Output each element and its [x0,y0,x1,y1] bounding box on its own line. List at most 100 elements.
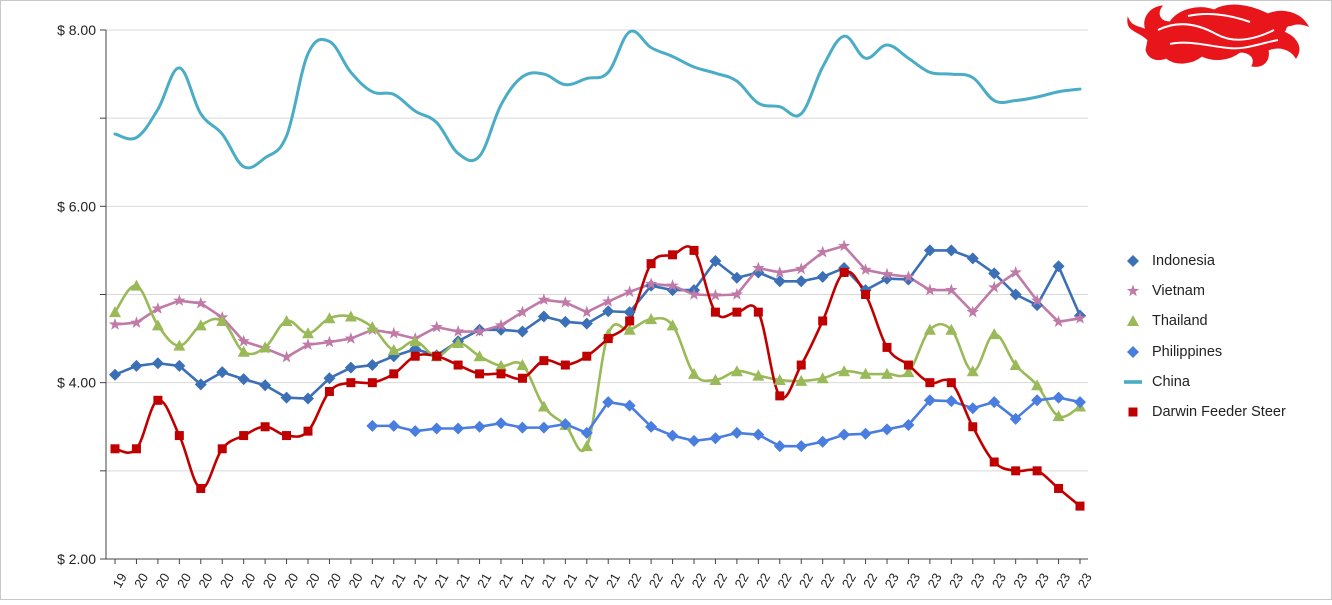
data-point-darwin-feeder-steer [882,342,892,352]
data-point-darwin-feeder-steer [131,444,141,454]
data-point-indonesia [1031,299,1044,312]
data-point-vietnam [923,283,937,296]
x-tick-label: 21 [410,570,430,590]
data-point-indonesia [816,270,829,283]
data-point-philippines [473,420,486,433]
data-point-vietnam [151,302,165,314]
data-point-thailand [109,306,121,318]
data-point-thailand [473,350,486,362]
legend-label: Thailand [1152,313,1208,330]
data-point-darwin-feeder-steer [432,351,442,361]
x-tick-label: 23 [967,570,987,590]
data-point-vietnam [323,335,336,348]
data-point-vietnam [945,283,958,296]
x-tick-label: 21 [538,570,558,590]
legend-label: Indonesia [1152,253,1215,270]
dragon-logo [1118,0,1314,77]
x-tick-label: 22 [774,570,794,590]
data-point-thailand [945,323,958,335]
data-point-darwin-feeder-steer [496,369,506,379]
gridlines [106,29,1088,560]
legend-label: Darwin Feeder Steer [1152,404,1286,421]
data-point-darwin-feeder-steer [217,444,227,454]
data-point-indonesia [537,310,550,323]
legend-symbol-thailand [1127,315,1139,327]
data-point-philippines [1074,396,1086,409]
data-point-vietnam [301,338,315,351]
x-tick-label: 19 [110,570,130,590]
x-tick-label: 22 [753,570,773,590]
data-point-indonesia [923,244,936,257]
data-point-vietnam [516,305,529,318]
data-point-philippines [730,426,743,439]
data-point-thailand [709,374,722,386]
y-tick-label: $ 6.00 [57,198,96,214]
legend-symbol-indonesia [1127,255,1139,268]
data-point-darwin-feeder-steer [861,290,871,299]
data-point-darwin-feeder-steer [582,351,592,361]
data-point-thailand [730,365,743,377]
data-point-darwin-feeder-steer [968,422,978,432]
data-point-philippines [452,422,465,435]
data-point-philippines [881,423,893,436]
x-tick-label: 20 [303,570,323,590]
data-point-thailand [688,367,700,379]
data-point-darwin-feeder-steer [346,378,356,388]
series-line-china [113,29,1082,170]
data-point-vietnam [773,265,786,278]
x-tick-label: 22 [689,570,709,590]
data-point-indonesia [988,267,1001,280]
data-point-thailand [645,313,658,325]
data-point-vietnam [494,318,508,331]
data-point-thailand [280,314,293,326]
data-point-vietnam [451,325,465,337]
data-point-indonesia [259,379,272,392]
data-point-thailand [259,341,272,353]
data-point-vietnam [108,317,122,330]
data-point-indonesia [366,359,379,372]
data-point-vietnam [623,285,636,298]
data-point-darwin-feeder-steer [989,457,999,467]
data-point-thailand [194,319,207,331]
data-point-vietnam [473,325,486,337]
x-tick-label: 20 [152,570,172,590]
data-point-darwin-feeder-steer [153,395,163,405]
data-point-vietnam [966,305,979,318]
x-tick-label: 22 [646,570,666,590]
data-point-darwin-feeder-steer [282,431,292,441]
data-point-philippines [495,417,507,430]
data-point-indonesia [1009,288,1022,301]
legend-label: Philippines [1152,343,1223,360]
legend-marker-china [1124,380,1142,384]
data-point-thailand [923,323,936,335]
data-point-philippines [580,426,593,439]
x-tick-label: 23 [946,570,966,590]
data-point-indonesia [559,315,572,328]
y-tick-label: $ 8.00 [57,22,96,38]
data-point-indonesia [194,378,207,391]
data-point-philippines [688,434,700,447]
series-line-darwin-feeder-steer [113,245,1082,508]
x-tick-label: 21 [560,570,580,590]
data-point-philippines [516,421,529,434]
data-point-thailand [130,279,143,291]
data-point-darwin-feeder-steer [517,373,527,383]
data-point-darwin-feeder-steer [839,267,849,277]
data-point-indonesia [602,305,615,318]
data-point-darwin-feeder-steer [539,356,549,366]
data-point-thailand [859,367,872,379]
x-tick-label: 21 [388,570,408,590]
data-point-thailand [537,400,550,412]
x-tick-label: 20 [324,570,344,590]
data-point-darwin-feeder-steer [560,360,570,370]
data-point-thailand [623,323,636,335]
data-point-philippines [1031,394,1044,407]
data-point-vietnam [344,332,358,344]
data-point-thailand [151,319,164,331]
data-point-darwin-feeder-steer [1054,483,1064,493]
data-point-philippines [795,440,808,453]
x-tick-label: 20 [174,570,194,590]
data-point-vietnam [1030,294,1044,306]
data-point-thailand [838,365,851,377]
